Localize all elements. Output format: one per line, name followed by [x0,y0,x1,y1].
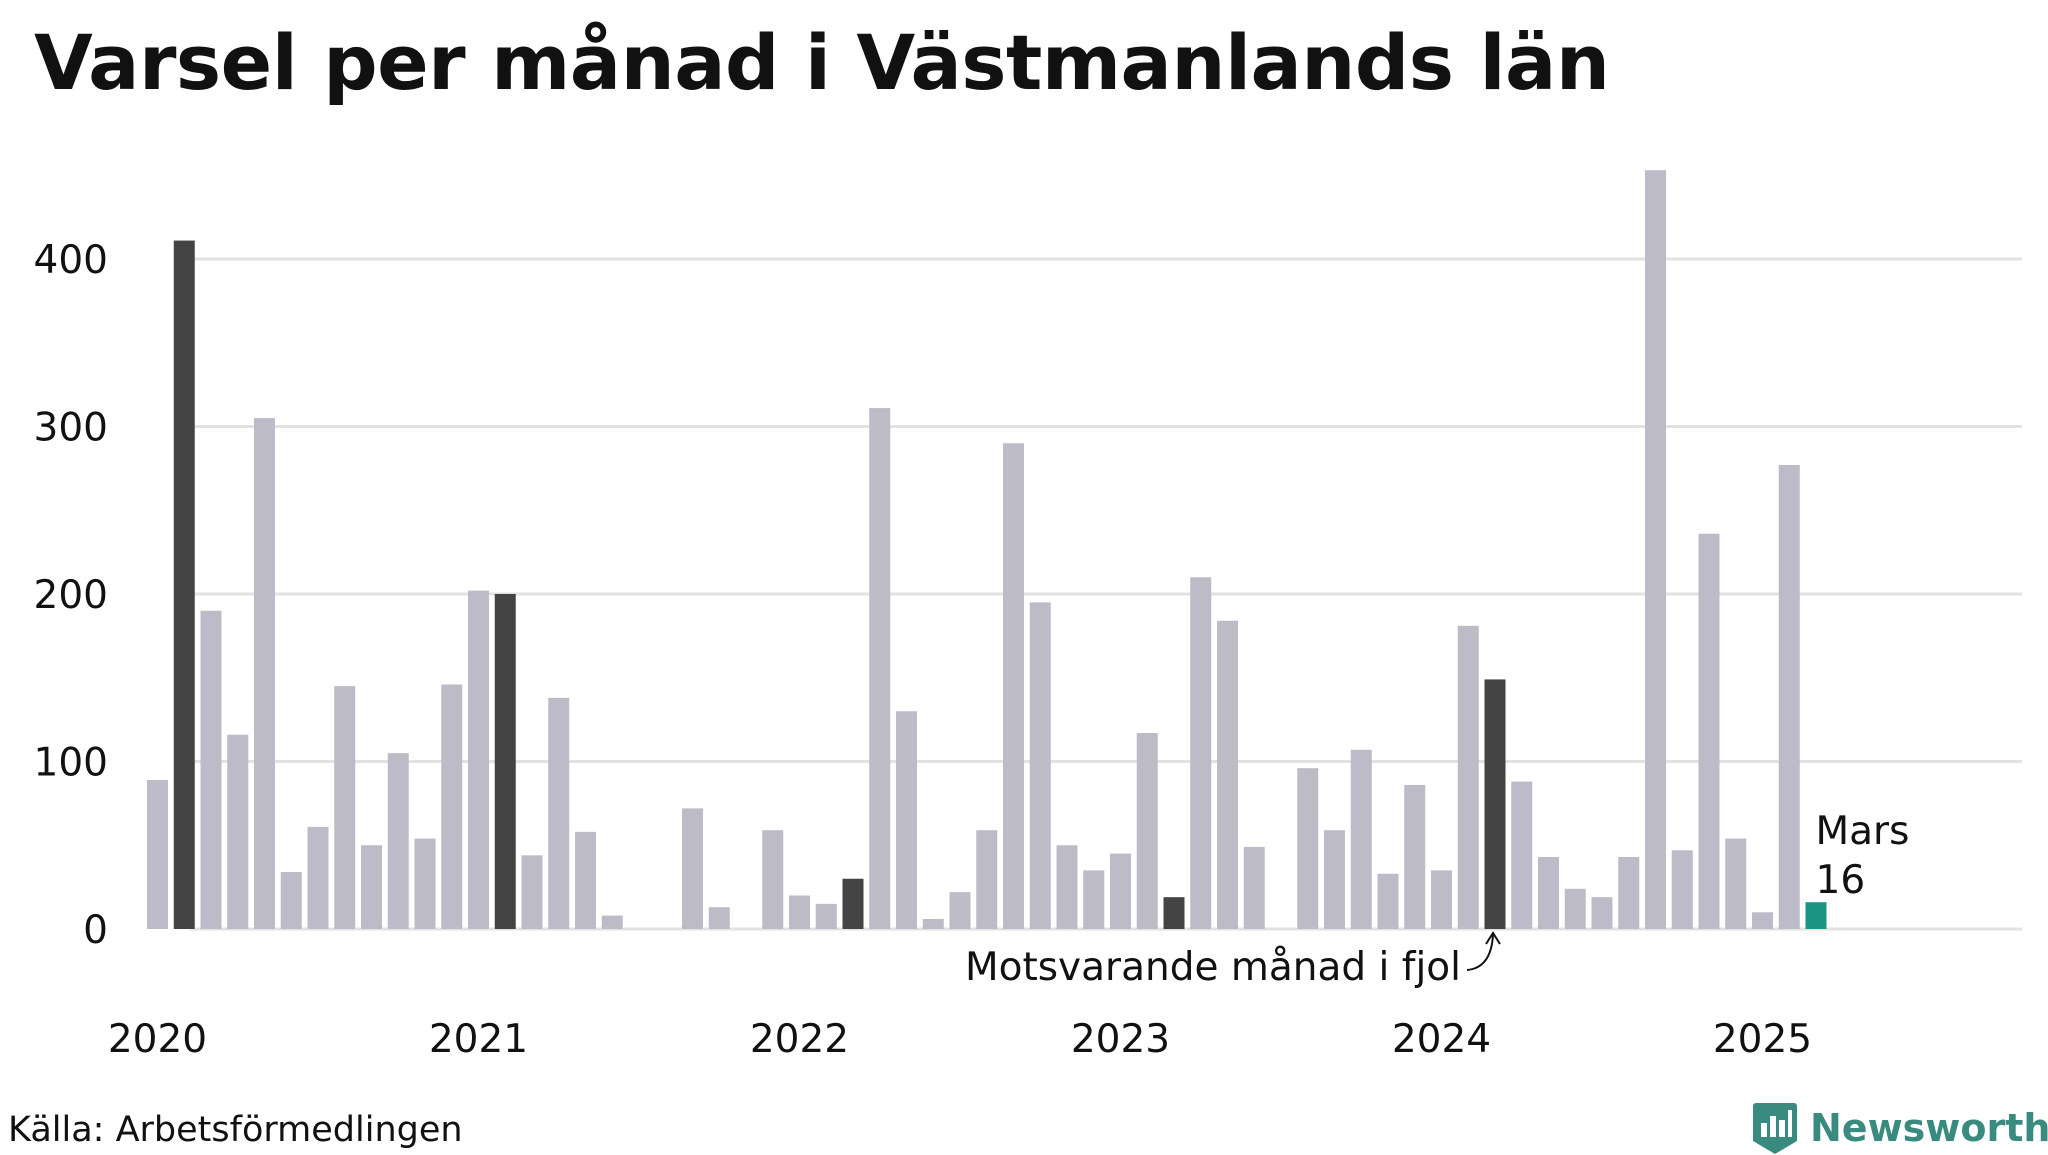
current-month-value: 16 [1816,858,1866,903]
same-month-arrow [1466,931,1501,971]
bar-2020-11 [414,838,436,929]
bar-2023-05 [1217,620,1238,929]
x-tick-label: 2022 [750,1017,849,1062]
y-axis-ticks: 0 100 200 300 400 [34,238,108,953]
bar-2023-01 [1110,853,1131,929]
bar-2024-02 [1457,625,1479,929]
bar-2020-02 [173,240,195,929]
bar-2022-01 [789,895,810,929]
bar-2023-10 [1350,749,1372,929]
bar-2020-04 [227,734,249,929]
bar-2021-06 [601,915,623,929]
bar-2024-10 [1671,850,1693,929]
gridlines [190,257,2022,931]
y-tick-label: 300 [34,406,108,451]
bar-2023-06 [1243,846,1265,929]
bar-2024-12 [1725,838,1747,929]
newsworthy-logo-icon [1753,1103,1797,1154]
y-tick-label: 100 [34,741,108,786]
bar-2021-03 [521,855,543,929]
x-tick-label: 2025 [1713,1017,1812,1062]
same-month-last-year-note: Motsvarande månad i fjol [965,945,1461,990]
x-tick-label: 2024 [1392,1017,1491,1062]
bar-2023-11 [1377,873,1399,929]
bar-2022-10 [1029,602,1051,929]
bar-2025-03 [1805,902,1827,929]
current-month-label: Mars [1816,809,1910,854]
bar-2024-09 [1645,170,1666,930]
bar-2020-01 [147,779,168,929]
bar-2023-02 [1136,733,1158,929]
chart-title: Varsel per månad i Västmanlands län [34,18,1610,107]
bar-2020-09 [361,845,382,929]
bar-2022-04 [869,408,891,929]
bar-2020-03 [200,610,222,929]
bar-2020-05 [254,418,275,929]
bar-2025-01 [1752,912,1773,929]
bar-2023-04 [1190,577,1212,929]
bar-2020-07 [307,826,329,929]
bar-2021-01 [468,590,489,929]
bar-2022-11 [1056,845,1078,929]
bar-2023-08 [1297,768,1319,929]
brand-logo[interactable]: Newsworthy [1752,1101,2048,1155]
bar-2021-12 [762,830,784,929]
x-axis-ticks: 2020 2021 2022 2023 2024 2025 [108,1017,1812,1062]
bar-2020-12 [441,684,463,929]
bar-2022-06 [922,918,944,929]
bar-2022-05 [896,711,917,929]
y-tick-label: 400 [34,238,108,283]
bar-2022-08 [976,830,998,929]
bar-2022-02 [815,903,837,929]
bar-2024-11 [1698,533,1720,929]
bar-2024-05 [1538,856,1559,929]
bar-2024-08 [1618,856,1640,929]
x-tick-label: 2021 [429,1017,528,1062]
bar-2024-07 [1591,897,1613,929]
bar-2024-01 [1431,870,1452,929]
bar-2023-03 [1163,897,1185,929]
bar-2023-09 [1324,830,1345,929]
x-tick-label: 2023 [1071,1017,1170,1062]
bar-2022-12 [1083,870,1105,929]
bar-2024-03 [1484,679,1506,929]
bar-2023-12 [1404,784,1426,929]
bar-2022-03 [842,878,864,929]
bar-2024-04 [1511,781,1533,929]
bar-2020-08 [334,686,356,929]
source-note: Källa: Arbetsförmedlingen [8,1110,463,1150]
bar-2021-10 [708,907,730,929]
y-tick-label: 200 [34,573,108,618]
bar-2020-06 [280,872,302,929]
bar-2021-09 [682,808,703,929]
bar-2020-10 [387,753,409,929]
bar-2022-09 [1003,443,1024,929]
bar-2024-06 [1564,888,1586,929]
x-tick-label: 2020 [108,1017,207,1062]
bar-2025-02 [1778,465,1800,929]
bar-2021-02 [494,594,516,929]
y-tick-label: 0 [83,908,108,953]
brand-name: Newsworthy [1810,1106,2048,1150]
bars [147,170,1827,930]
bar-2022-07 [949,892,971,929]
bar-2021-04 [548,697,570,929]
bar-2021-05 [575,831,596,929]
annotations: Mars 16 Motsvarande månad i fjol [965,809,1909,990]
